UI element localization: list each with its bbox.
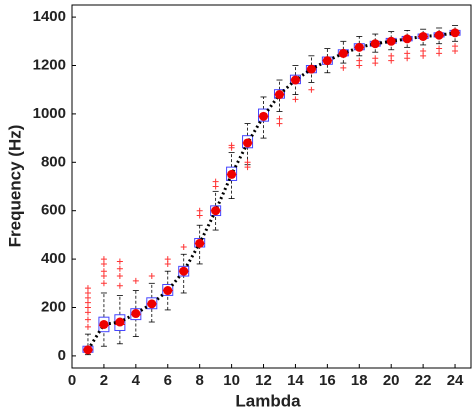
y-tick-label: 1000 (33, 105, 66, 122)
mean-dot (211, 206, 221, 216)
outlier (340, 64, 347, 71)
outlier (372, 55, 379, 62)
y-tick-label: 400 (41, 250, 66, 267)
outlier (116, 273, 123, 280)
mean-dot (370, 39, 380, 49)
mean-dot (306, 64, 316, 74)
mean-dot (290, 75, 300, 85)
mean-dot (338, 48, 348, 58)
outlier (116, 282, 123, 289)
y-tick-label: 200 (41, 298, 66, 315)
box (130, 308, 142, 321)
mean-dot (99, 319, 109, 329)
mean-dot (450, 28, 460, 38)
mean-dot (354, 42, 364, 52)
box (226, 166, 238, 181)
x-tick-label: 6 (164, 372, 172, 389)
outlier (436, 45, 443, 52)
mean-dot (434, 30, 444, 40)
outlier (196, 207, 203, 214)
mean-dot (274, 90, 284, 100)
outlier (212, 178, 219, 185)
mean-dot (115, 317, 125, 327)
outlier (100, 280, 107, 287)
x-tick-label: 22 (415, 372, 432, 389)
x-tick-label: 8 (196, 372, 204, 389)
outlier (276, 115, 283, 122)
box (242, 135, 254, 149)
box (146, 297, 158, 310)
x-axis-label: Lambda (235, 391, 301, 410)
outlier (452, 43, 459, 50)
mean-dot (227, 169, 237, 179)
y-tick-label: 600 (41, 202, 66, 219)
mean-line (86, 31, 456, 351)
x-tick-label: 4 (132, 372, 141, 389)
x-tick-label: 18 (351, 372, 368, 389)
y-tick-label: 1200 (33, 56, 66, 73)
x-tick-label: 14 (287, 372, 304, 389)
outlier (84, 316, 91, 323)
outlier (116, 265, 123, 272)
x-tick-label: 2 (100, 372, 108, 389)
x-tick-label: 0 (68, 372, 76, 389)
outlier (116, 258, 123, 265)
x-tick-label: 20 (383, 372, 400, 389)
box (258, 108, 270, 122)
mean-dot (418, 31, 428, 41)
outlier (100, 256, 107, 263)
outlier (180, 244, 187, 250)
outlier (148, 273, 155, 280)
outlier (164, 256, 171, 263)
box (98, 316, 110, 333)
mean-dot (179, 266, 189, 276)
mean-dot (147, 299, 157, 309)
mean-dot (163, 286, 173, 296)
mean-dot (386, 36, 396, 46)
outlier (388, 52, 395, 59)
mean-dot (131, 309, 141, 319)
outlier (420, 47, 427, 54)
mean-dot (195, 238, 205, 248)
mean-dot (83, 345, 93, 355)
y-tick-label: 0 (58, 347, 66, 364)
outlier (244, 159, 251, 166)
x-tick-label: 24 (447, 372, 464, 389)
y-tick-label: 800 (41, 153, 66, 170)
y-axis-label: Frequency (Hz) (5, 125, 24, 248)
mean-dot (259, 111, 269, 121)
x-tick-label: 12 (255, 372, 272, 389)
mean-dot (243, 138, 253, 148)
outlier (404, 50, 411, 57)
outlier (356, 57, 363, 64)
mean-dot (322, 56, 332, 66)
y-tick-label: 1400 (33, 8, 66, 25)
outlier (228, 142, 235, 149)
outlier (84, 285, 91, 292)
x-tick-label: 16 (319, 372, 336, 389)
x-tick-label: 10 (223, 372, 240, 389)
outlier (132, 277, 139, 284)
outlier (308, 86, 315, 93)
mean-dot (402, 34, 412, 44)
outlier (100, 268, 107, 275)
outlier (292, 96, 299, 103)
plot-frame (71, 4, 472, 369)
box (162, 284, 174, 296)
outlier (84, 323, 91, 330)
